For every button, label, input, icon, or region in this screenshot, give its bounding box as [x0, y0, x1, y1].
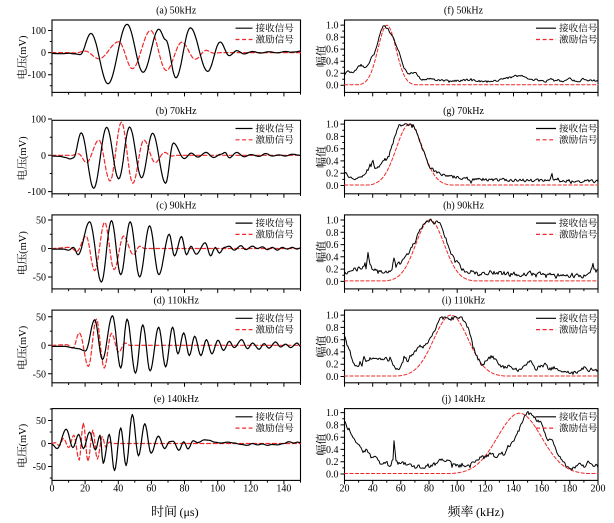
svg-text:0.8: 0.8 [326, 132, 339, 143]
svg-text:0.0: 0.0 [326, 470, 339, 481]
svg-text:120: 120 [478, 484, 493, 495]
svg-text:0.6: 0.6 [326, 335, 339, 346]
svg-text:(h) 90kHz: (h) 90kHz [443, 200, 484, 211]
svg-text:(i) 110kHz: (i) 110kHz [442, 296, 486, 307]
svg-text:(mV): (mV) [18, 325, 29, 348]
svg-text:-50: -50 [33, 462, 46, 473]
svg-text:0.2: 0.2 [326, 265, 339, 276]
svg-text:1.0: 1.0 [326, 408, 339, 419]
svg-text:(mV): (mV) [18, 35, 29, 58]
svg-text:(e) 140kHz: (e) 140kHz [154, 394, 200, 405]
svg-text:(j) 140kHz: (j) 140kHz [442, 394, 486, 405]
svg-text:100: 100 [31, 26, 46, 37]
svg-text:-100: -100 [28, 70, 46, 81]
svg-text:0.6: 0.6 [326, 144, 339, 155]
svg-text:-100: -100 [28, 187, 46, 198]
svg-text:0: 0 [41, 244, 46, 255]
svg-text:140: 140 [276, 484, 291, 495]
svg-text:(d) 110kHz: (d) 110kHz [153, 296, 199, 307]
svg-text:0.2: 0.2 [326, 457, 339, 468]
svg-text:0.8: 0.8 [326, 228, 339, 239]
svg-text:0.6: 0.6 [326, 240, 339, 251]
svg-text:0.8: 0.8 [326, 420, 339, 431]
svg-text:50: 50 [36, 216, 46, 227]
svg-text:0: 0 [41, 341, 46, 352]
svg-text:1.0: 1.0 [326, 216, 339, 227]
svg-text:0.8: 0.8 [326, 323, 339, 334]
svg-text:1.0: 1.0 [326, 311, 339, 322]
svg-text:0.4: 0.4 [326, 156, 339, 167]
svg-text:1.0: 1.0 [326, 120, 339, 131]
svg-text:0.0: 0.0 [326, 372, 339, 383]
svg-text:40: 40 [368, 484, 378, 495]
svg-text:0.4: 0.4 [326, 252, 339, 263]
svg-text:20: 20 [340, 484, 350, 495]
svg-text:100: 100 [450, 484, 465, 495]
svg-text:200: 200 [591, 484, 606, 495]
svg-text:(kHz): (kHz) [476, 505, 504, 519]
svg-text:0.4: 0.4 [326, 445, 339, 456]
svg-text:100: 100 [31, 115, 46, 126]
svg-text:-50: -50 [33, 369, 46, 380]
svg-text:(mV): (mV) [18, 231, 29, 254]
svg-text:0.2: 0.2 [326, 69, 339, 80]
svg-text:120: 120 [243, 484, 258, 495]
svg-text:100: 100 [210, 484, 225, 495]
svg-text:0.6: 0.6 [326, 433, 339, 444]
svg-text:50: 50 [36, 312, 46, 323]
svg-text:0.0: 0.0 [326, 277, 339, 288]
svg-text:(f) 50kHz: (f) 50kHz [444, 6, 484, 17]
svg-text:80: 80 [180, 484, 190, 495]
svg-text:0.8: 0.8 [326, 33, 339, 44]
svg-text:(μs): (μs) [180, 505, 199, 519]
svg-text:1.0: 1.0 [326, 21, 339, 32]
svg-text:0.0: 0.0 [326, 181, 339, 192]
svg-text:50: 50 [36, 416, 46, 427]
svg-text:0.4: 0.4 [326, 347, 339, 358]
svg-text:(mV): (mV) [18, 423, 29, 446]
svg-text:(b) 70kHz: (b) 70kHz [156, 106, 197, 117]
svg-text:160: 160 [534, 484, 549, 495]
svg-text:180: 180 [562, 484, 577, 495]
svg-text:0: 0 [41, 48, 46, 59]
svg-text:(mV): (mV) [18, 136, 29, 159]
svg-text:80: 80 [424, 484, 434, 495]
svg-text:(a) 50kHz: (a) 50kHz [156, 6, 197, 17]
svg-text:0.6: 0.6 [326, 45, 339, 56]
svg-text:60: 60 [396, 484, 406, 495]
svg-text:0.0: 0.0 [326, 81, 339, 92]
svg-text:20: 20 [80, 484, 90, 495]
svg-text:40: 40 [113, 484, 123, 495]
svg-text:0: 0 [41, 439, 46, 450]
svg-text:0.4: 0.4 [326, 57, 339, 68]
svg-text:-50: -50 [33, 273, 46, 284]
svg-text:(c) 90kHz: (c) 90kHz [156, 200, 197, 211]
svg-text:0: 0 [41, 151, 46, 162]
svg-text:0.2: 0.2 [326, 169, 339, 180]
svg-text:60: 60 [146, 484, 156, 495]
svg-text:(g) 70kHz: (g) 70kHz [443, 106, 484, 117]
svg-text:0: 0 [50, 484, 55, 495]
svg-text:0.2: 0.2 [326, 360, 339, 371]
svg-text:140: 140 [506, 484, 521, 495]
